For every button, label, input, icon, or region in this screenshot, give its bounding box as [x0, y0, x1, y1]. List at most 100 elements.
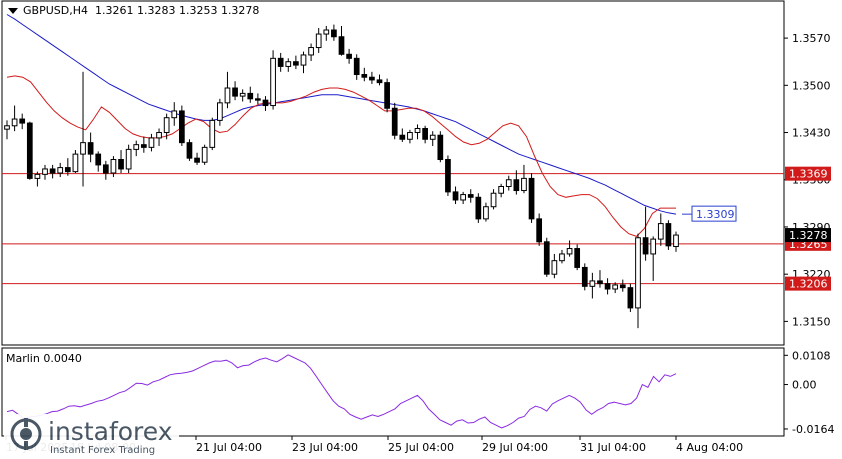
candle-bull: [483, 206, 489, 220]
candle-bull: [559, 253, 565, 262]
candle-bear: [467, 194, 474, 198]
candle-bear: [247, 92, 254, 100]
ma-value-tag: [691, 205, 737, 222]
candle-bear: [376, 79, 383, 84]
menu-triangle-icon[interactable]: [8, 8, 18, 14]
indicator-tick-label: 0.00: [792, 379, 817, 392]
x-tick-label: 23 Jul 04:00: [292, 441, 358, 454]
x-tick-label: 25 Jul 04:00: [388, 441, 454, 454]
candle-bear: [95, 153, 102, 166]
candle-bull: [42, 168, 48, 175]
candle-bear: [338, 36, 345, 55]
candle-bear: [262, 99, 269, 107]
candle-bull: [612, 284, 619, 290]
x-tick-label: 29 Jul 04:00: [482, 441, 548, 454]
candle-bear: [528, 177, 535, 220]
candle-bear: [353, 57, 360, 76]
indicator-panel-frame: [1, 347, 785, 437]
candle-bull: [156, 132, 162, 139]
candle-bull: [635, 237, 641, 309]
x-tick-label: 21 Jul 04:00: [196, 441, 262, 454]
y-tick-label: 1.3430: [792, 127, 831, 140]
candle-bear: [445, 159, 451, 193]
candle-bear: [619, 284, 626, 289]
indicator-tick-label: -0.0164: [792, 423, 834, 436]
chart-header: GBPUSD,H4 1.3261 1.3283 1.3253 1.3278: [8, 4, 259, 17]
watermark-tagline: Instant Forex Trading: [50, 445, 156, 456]
candle-bear: [361, 74, 368, 78]
candle-bear: [346, 53, 352, 59]
candle-bull: [224, 87, 231, 104]
candle-bull: [300, 54, 307, 66]
candle-bear: [194, 157, 200, 163]
candle-bear: [178, 110, 185, 144]
watermark: instaforex Instant Forex Trading: [4, 414, 179, 458]
candle-bear: [49, 168, 56, 174]
red-moving-average-line: [6, 75, 676, 237]
candle-bear: [26, 122, 33, 179]
candle-bull: [209, 119, 216, 148]
candle-bull: [429, 134, 436, 140]
candle-bear: [437, 134, 444, 161]
candle-bear: [665, 223, 672, 247]
candle-bear: [87, 142, 94, 155]
candle-bull: [589, 280, 596, 287]
candle-bear: [232, 87, 238, 97]
level-price-label: 1.3369: [789, 168, 828, 181]
candle-bear: [118, 159, 124, 170]
candle-bull: [148, 137, 155, 148]
candle-bull: [125, 148, 132, 170]
candle-bull: [308, 47, 314, 56]
candle-bull: [673, 234, 679, 248]
candle-bull: [217, 102, 223, 121]
candle-bull: [505, 179, 512, 187]
ma-value-label: 1.3309: [696, 208, 735, 221]
candle-bear: [422, 127, 428, 140]
candle-bull: [657, 223, 664, 240]
candle-bear: [255, 98, 261, 101]
candle-bear: [627, 287, 634, 309]
candle-bear: [574, 248, 581, 268]
current-price-label: 1.3278: [789, 229, 828, 242]
candle-bear: [102, 164, 109, 174]
candle-bull: [11, 118, 18, 127]
candle-bull: [4, 125, 10, 130]
candle-bull: [460, 194, 466, 201]
candle-bull: [407, 132, 413, 140]
candle-bear: [642, 237, 649, 255]
candle-bull: [323, 29, 330, 35]
candle-bear: [64, 167, 71, 173]
candle-bull: [171, 110, 178, 119]
candle-bull: [566, 248, 573, 255]
candle-bear: [293, 61, 299, 66]
watermark-brand: instaforex: [48, 417, 173, 446]
candle-bear: [384, 82, 390, 109]
x-tick-label: 4 Aug 04:00: [676, 441, 743, 454]
candle-bear: [369, 76, 375, 81]
instaforex-logo-icon: [10, 418, 42, 450]
candle-bear: [391, 107, 398, 136]
candle-bear: [19, 118, 26, 124]
blue-moving-average-line: [6, 14, 677, 215]
candle-bull: [551, 260, 558, 275]
y-tick-label: 1.3500: [792, 79, 831, 92]
candle-bull: [201, 146, 208, 163]
marlin-line: [6, 354, 677, 429]
candle-bear: [475, 196, 482, 220]
candle-bear: [452, 191, 459, 201]
level-price-tag: [785, 276, 831, 291]
candle-bear: [604, 283, 611, 290]
candle-bull: [315, 33, 322, 49]
candle-bear: [277, 57, 284, 67]
candle-bull: [270, 57, 276, 107]
candle-bear: [536, 218, 543, 243]
candle-bull: [133, 144, 140, 150]
candle-bull: [72, 153, 79, 173]
candle-bear: [597, 280, 603, 285]
candle-bear: [513, 179, 520, 192]
candle-bull: [498, 185, 505, 194]
symbol-timeframe: GBPUSD,H4: [23, 4, 88, 17]
candle-bull: [57, 167, 64, 174]
candle-bull: [110, 159, 117, 174]
